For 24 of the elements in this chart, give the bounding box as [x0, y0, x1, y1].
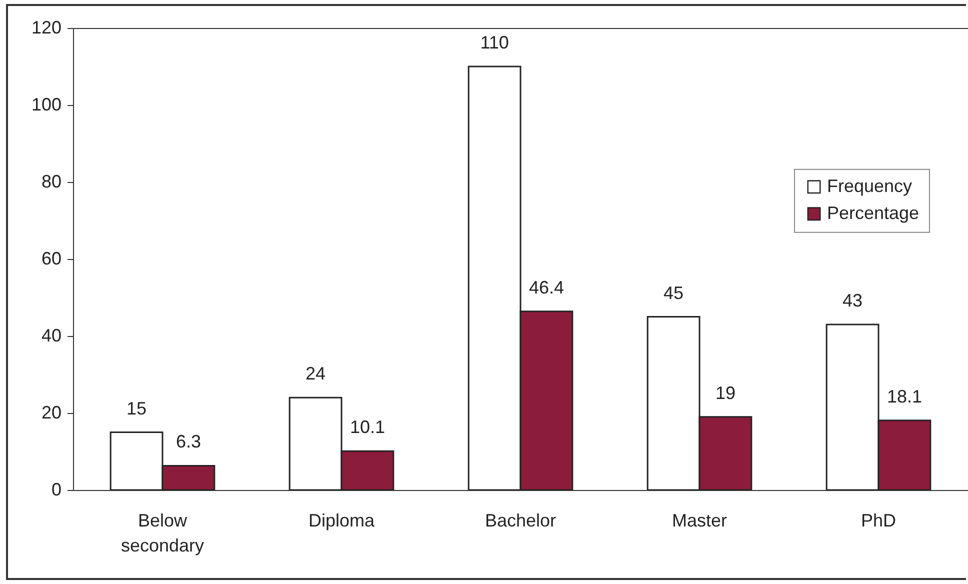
x-tick-label: Diploma [308, 510, 376, 530]
data-label: 15 [126, 398, 147, 418]
y-tick-label: 100 [31, 94, 62, 114]
data-label: 45 [664, 282, 684, 303]
x-tick-label: Below secondary [120, 510, 204, 556]
data-label: 10.1 [350, 417, 385, 438]
y-tick-label: 0 [51, 480, 62, 500]
data-label: 6.3 [176, 432, 201, 452]
x-tick-label: PhD [860, 510, 896, 530]
data-label: 110 [480, 32, 509, 52]
data-label: 43 [842, 290, 863, 310]
y-tick-label: 40 [41, 326, 62, 346]
data-label: 46.4 [528, 277, 564, 298]
data-label: 19 [715, 382, 736, 403]
y-tick-label: 20 [41, 402, 62, 422]
data-label: 18.1 [886, 386, 922, 406]
y-tick-label: 80 [41, 172, 62, 192]
x-tick-label: Bachelor [484, 510, 556, 530]
legend-label: Percentage [827, 202, 920, 223]
x-tick-label: Master [672, 510, 728, 530]
legend-label: Frequency [827, 176, 912, 196]
data-label: 24 [306, 364, 326, 384]
y-tick-label: 60 [41, 248, 62, 268]
y-tick-label: 120 [31, 18, 62, 38]
